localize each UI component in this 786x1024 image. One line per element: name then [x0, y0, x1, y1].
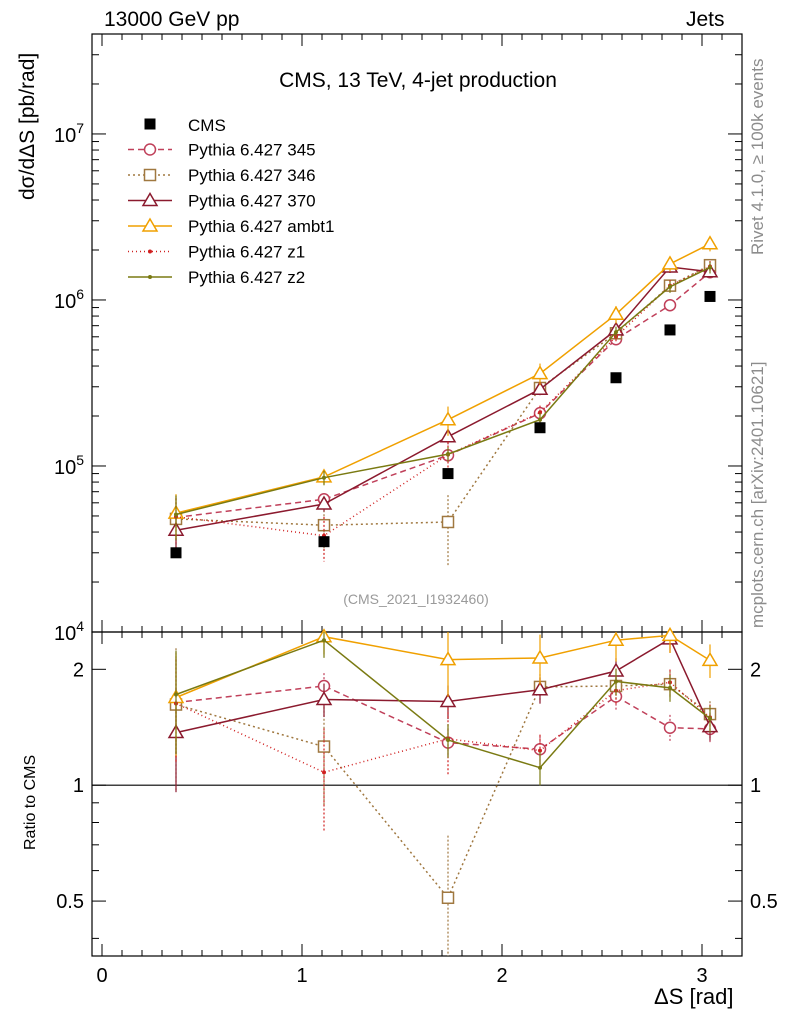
- ratio-series-line: [175, 637, 711, 734]
- series-point: [607, 305, 625, 321]
- ratio-point: [531, 649, 549, 664]
- ratio-point: [668, 685, 672, 690]
- ratio-tick-label-right: 2: [750, 659, 761, 681]
- ratio-point: [322, 638, 326, 643]
- ratio-point: [538, 748, 542, 753]
- series-point: [663, 298, 677, 312]
- ratio-point: [538, 765, 542, 770]
- series-line: [175, 264, 711, 526]
- ratio-point: [607, 631, 625, 646]
- legend-entry: Pythia 6.427 370: [128, 192, 316, 211]
- x-tick-label: 3: [696, 965, 707, 987]
- ratio-point: [708, 716, 712, 721]
- ratio-tick-label-right: 0.5: [750, 891, 778, 913]
- legend-label: Pythia 6.427 345: [188, 141, 316, 160]
- ratio-point: [446, 738, 450, 743]
- series-point: [439, 411, 457, 426]
- series-cms: [170, 290, 716, 559]
- series-line: [175, 271, 711, 519]
- ratio-point: [661, 626, 679, 642]
- series-point: [322, 475, 326, 480]
- ratio-point: [315, 690, 333, 706]
- legend-entry: Pythia 6.427 345: [128, 141, 316, 160]
- legend-label: Pythia 6.427 z2: [188, 268, 305, 287]
- y-tick-label: 107: [54, 120, 84, 147]
- legend-label: Pythia 6.427 346: [188, 166, 316, 185]
- ratio-point: [439, 651, 457, 666]
- legend-entry: Pythia 6.427 346: [128, 166, 316, 185]
- series-point: [531, 365, 549, 380]
- series-line: [175, 266, 711, 532]
- series-pythia-6-427-ambt1: [167, 235, 719, 758]
- series-pythia-6-427-346: [169, 258, 717, 956]
- legend-label: Pythia 6.427 ambt1: [188, 217, 334, 236]
- ratio-plot-frame: [91, 631, 743, 957]
- legend-label: Pythia 6.427 z1: [188, 243, 305, 262]
- x-tick-label: 0: [96, 965, 107, 987]
- series-point: [174, 512, 178, 517]
- legend-marker: [143, 143, 157, 156]
- data-point: [318, 536, 330, 548]
- series-point: [708, 265, 712, 270]
- data-point: [704, 290, 716, 302]
- ratio-series-line: [175, 683, 711, 900]
- ratio-point: [701, 651, 719, 667]
- legend-label: Pythia 6.427 370: [188, 192, 316, 211]
- watermark-label: (CMS_2021_I1932460): [343, 591, 489, 607]
- ratio-point: [322, 770, 326, 775]
- legend-entry: Pythia 6.427 ambt1: [128, 217, 334, 236]
- series-pythia-6-427-z2: [174, 261, 712, 786]
- ratio-point: [663, 721, 677, 734]
- header-right: Jets: [686, 8, 725, 31]
- ratio-point: [439, 692, 457, 708]
- legend-entry-cms: CMS: [144, 116, 226, 135]
- series-point: [668, 284, 672, 289]
- ratio-point: [531, 681, 549, 696]
- data-point: [442, 468, 454, 480]
- ratio-point: [614, 679, 618, 684]
- legend-marker: [144, 118, 156, 130]
- data-point: [664, 324, 676, 336]
- series-pythia-6-427-345: [169, 265, 717, 764]
- y-tick-label: 104: [54, 618, 84, 645]
- x-axis-label: ΔS [rad]: [654, 984, 734, 1009]
- series-point: [441, 515, 455, 529]
- x-tick-label: 1: [296, 965, 307, 987]
- data-point: [170, 547, 182, 559]
- ratio-point: [441, 891, 455, 905]
- legend-marker: [141, 192, 159, 207]
- series-point: [614, 330, 618, 335]
- series-point: [531, 380, 549, 395]
- y-tick-label: 106: [54, 286, 84, 313]
- series-point: [701, 235, 719, 250]
- ratio-tick-label-left: 1: [73, 775, 84, 797]
- series-point: [538, 410, 542, 415]
- legend-entry: Pythia 6.427 z2: [128, 268, 305, 287]
- x-tick-label: 2: [496, 965, 507, 987]
- data-point: [534, 422, 546, 434]
- series-point: [315, 495, 333, 510]
- ratio-series-line: [175, 681, 711, 774]
- legend-marker: [148, 275, 152, 279]
- ratio-series-line: [175, 634, 711, 699]
- ratio-tick-label-left: 2: [73, 659, 84, 681]
- chart-title: CMS, 13 TeV, 4-jet production: [279, 69, 557, 92]
- y-tick-label: 105: [54, 452, 84, 479]
- header-left: 13000 GeV pp: [104, 8, 240, 31]
- series-point: [538, 417, 542, 422]
- series-point: [446, 452, 450, 457]
- ratio-tick-label-left: 0.5: [56, 891, 84, 913]
- legend-label: CMS: [188, 116, 226, 135]
- series-point: [661, 255, 679, 270]
- legend-marker: [143, 168, 157, 182]
- data-point: [610, 372, 622, 384]
- ratio-point: [174, 692, 178, 697]
- legend-marker: [141, 217, 159, 232]
- legend-entry: Pythia 6.427 z1: [128, 243, 305, 262]
- legend-marker: [148, 249, 152, 254]
- ratio-tick-label-right: 1: [750, 775, 761, 797]
